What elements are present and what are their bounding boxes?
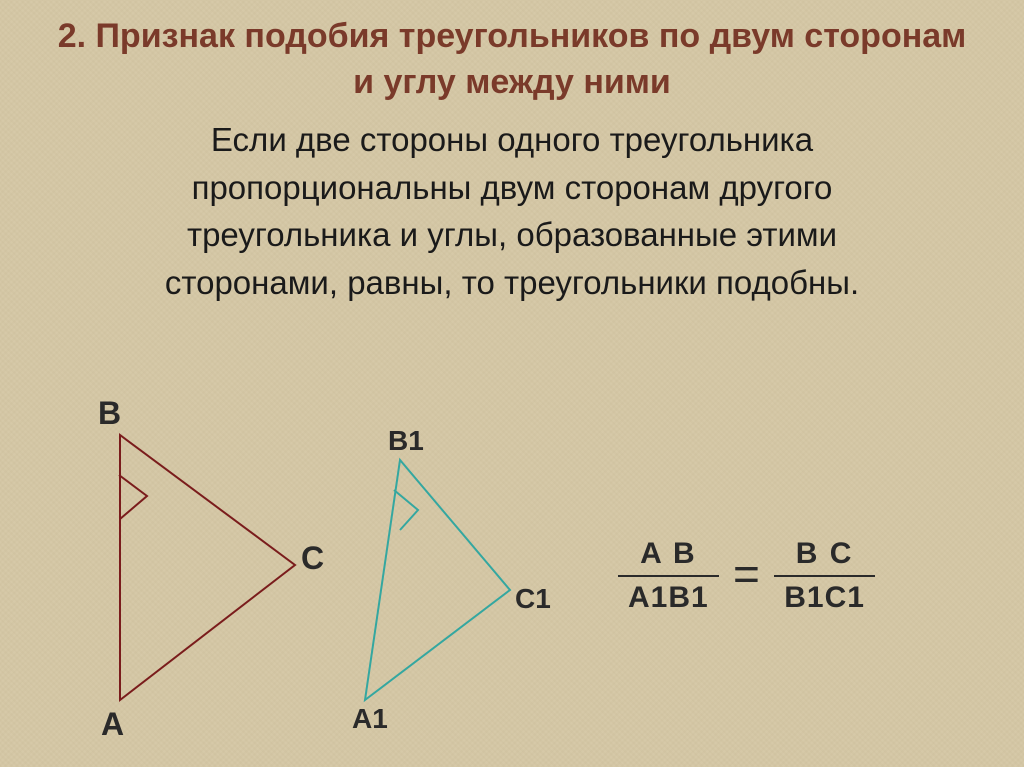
body-line-3: треугольника и углы, образованные этими (0, 211, 1024, 259)
vertex-label-c1: C1 (515, 583, 551, 615)
theorem-text: Если две стороны одного треугольника про… (0, 106, 1024, 307)
vertex-label-a: A (101, 706, 124, 743)
fraction-bc: B C B1C1 (774, 535, 875, 617)
frac2-num: B C (774, 535, 875, 577)
vertex-label-b1: B1 (388, 425, 424, 457)
title-line-2: и углу между ними (0, 60, 1024, 106)
slide-title: 2. Признак подобия треугольников по двум… (0, 0, 1024, 106)
vertex-label-a1: A1 (352, 703, 388, 735)
vertex-label-c: C (301, 540, 324, 577)
proportion-formula: A B A1B1 = B C B1C1 (618, 535, 875, 617)
frac1-den: A1B1 (618, 577, 719, 617)
title-line-1: 2. Признак подобия треугольников по двум… (0, 14, 1024, 60)
body-line-4: сторонами, равны, то треугольники подобн… (0, 259, 1024, 307)
vertex-label-b: B (98, 395, 121, 432)
equals-sign: = (727, 547, 766, 601)
frac2-den: B1C1 (774, 577, 875, 617)
frac1-num: A B (618, 535, 719, 577)
fraction-ab: A B A1B1 (618, 535, 719, 617)
body-line-1: Если две стороны одного треугольника (0, 116, 1024, 164)
body-line-2: пропорциональны двум сторонам другого (0, 164, 1024, 212)
